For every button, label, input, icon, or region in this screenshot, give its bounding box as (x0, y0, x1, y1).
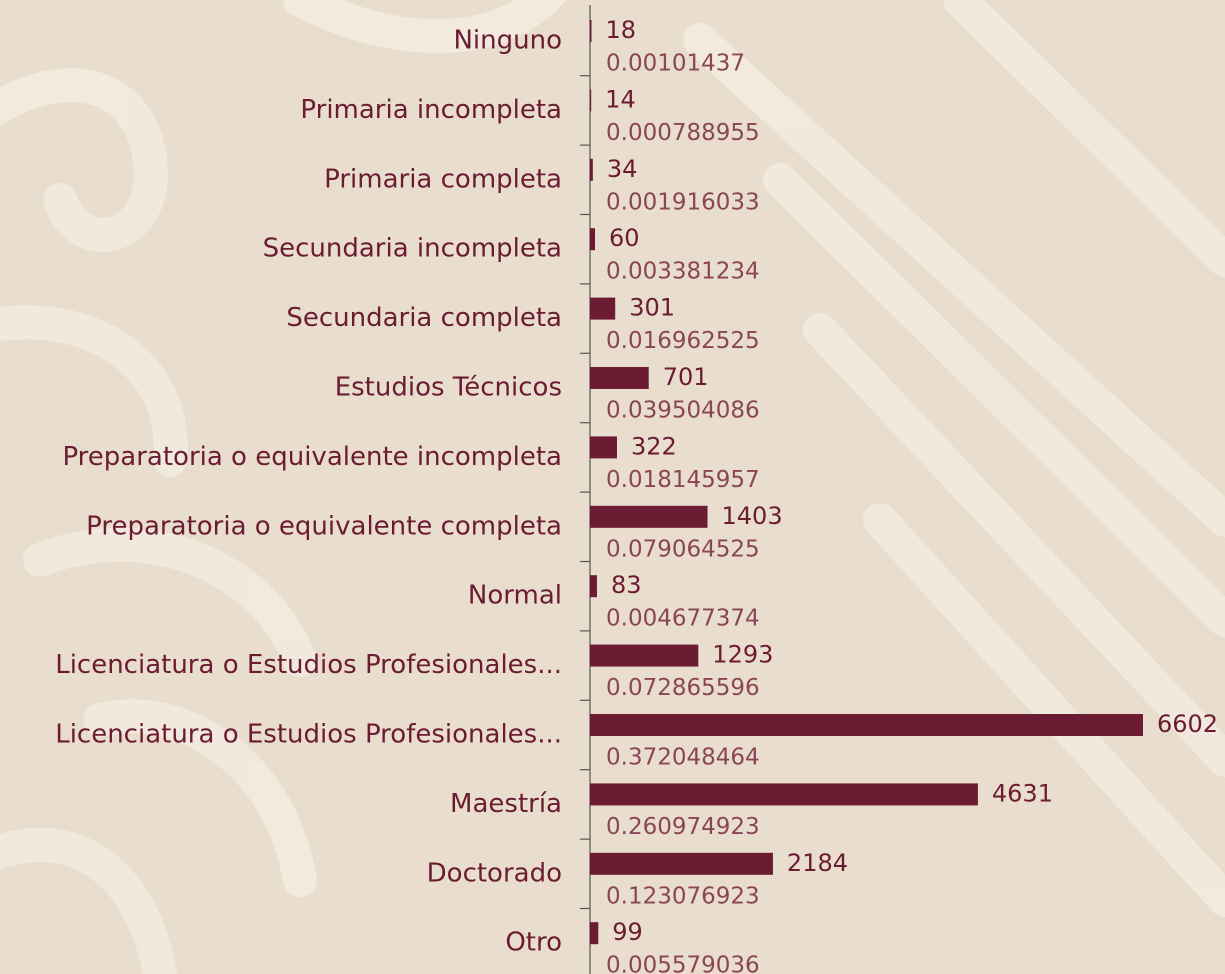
category-label: Licenciatura o Estudios Profesionales... (55, 720, 562, 750)
value-label: 34 (607, 155, 638, 183)
category-label: Primaria completa (324, 164, 562, 194)
share-label: 0.001916033 (606, 189, 760, 215)
share-label: 0.079064525 (606, 536, 760, 562)
share-label: 0.018145957 (606, 467, 760, 493)
category-label: Secundaria incompleta (263, 234, 562, 264)
category-label: Preparatoria o equivalente incompleta (62, 442, 562, 472)
share-label: 0.260974923 (606, 814, 760, 840)
value-label: 4631 (992, 779, 1053, 807)
bar (590, 505, 708, 528)
bar (590, 20, 592, 42)
share-label: 0.000788955 (606, 120, 760, 146)
share-label: 0.072865596 (606, 675, 760, 701)
category-label: Estudios Técnicos (335, 373, 562, 403)
bar (590, 714, 1143, 736)
bar (590, 297, 616, 320)
share-label: 0.123076923 (606, 883, 760, 909)
category-label: Preparatoria o equivalente completa (86, 511, 562, 541)
bar (590, 852, 773, 875)
share-label: 0.00101437 (606, 51, 745, 77)
bar (590, 228, 596, 251)
share-label: 0.003381234 (606, 259, 760, 285)
share-label: 0.039504086 (606, 398, 760, 424)
bar (590, 575, 597, 598)
value-label: 99 (612, 918, 643, 946)
category-label: Otro (505, 928, 562, 958)
bar (590, 783, 978, 806)
value-label: 83 (611, 571, 642, 599)
category-label: Maestría (450, 789, 562, 819)
value-label: 1293 (712, 641, 773, 669)
share-label: 0.372048464 (606, 745, 760, 771)
value-label: 701 (663, 363, 709, 391)
value-label: 322 (631, 432, 677, 460)
value-label: 2184 (787, 849, 848, 877)
value-label: 18 (606, 16, 637, 44)
category-label: Secundaria completa (286, 303, 562, 333)
value-label: 6602 (1157, 710, 1218, 738)
share-label: 0.004677374 (606, 606, 760, 632)
value-label: 301 (629, 294, 675, 322)
category-label: Ninguno (453, 26, 562, 56)
bar (590, 158, 593, 181)
bar (590, 367, 649, 389)
category-label: Primaria incompleta (300, 95, 562, 125)
share-label: 0.005579036 (606, 953, 760, 974)
bar (590, 436, 617, 459)
value-label: 1403 (722, 502, 783, 530)
value-label: 60 (609, 224, 640, 252)
value-label: 14 (605, 85, 636, 113)
category-label: Licenciatura o Estudios Profesionales... (55, 650, 562, 680)
bar (590, 89, 592, 112)
category-label: Normal (468, 581, 562, 611)
category-label: Doctorado (427, 858, 562, 888)
share-label: 0.016962525 (606, 328, 760, 354)
bar (590, 644, 699, 667)
bar (590, 922, 599, 945)
